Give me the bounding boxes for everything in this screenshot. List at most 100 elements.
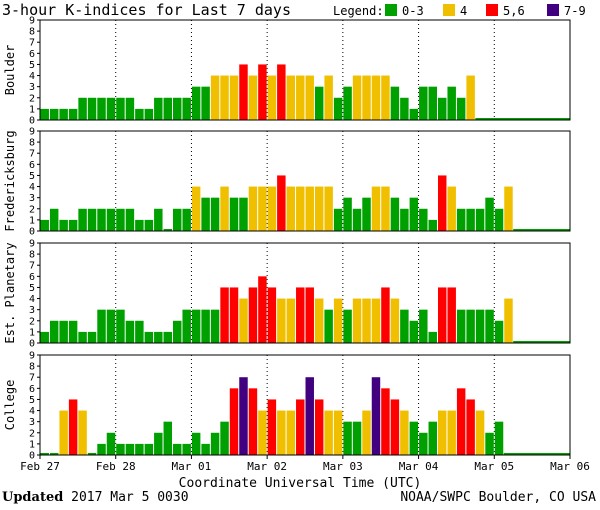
k-bar <box>68 399 78 455</box>
panel-frame <box>39 130 571 232</box>
k-bar <box>381 186 390 231</box>
k-bar <box>324 309 333 343</box>
station-label: Boulder <box>3 45 17 96</box>
k-bar <box>116 309 125 343</box>
k-bar <box>438 175 447 231</box>
k-bar <box>40 219 49 231</box>
k-bar <box>97 443 106 455</box>
k-bar <box>428 421 437 455</box>
k-bar <box>144 331 154 343</box>
k-bar <box>352 75 362 120</box>
k-bar <box>78 331 87 343</box>
k-bar <box>239 64 248 120</box>
k-bar <box>438 410 447 455</box>
k-bar <box>352 421 362 455</box>
legend-text-5-6: 5,6 <box>503 4 525 18</box>
y-tick-label: 1 <box>29 104 35 115</box>
k-bar <box>305 75 314 120</box>
k-bar <box>182 208 191 231</box>
updated-value: 2017 Mar 5 0030 <box>71 490 189 505</box>
y-tick-label: 7 <box>29 373 35 384</box>
k-bar <box>49 453 59 455</box>
y-tick-label: 0 <box>29 227 35 238</box>
k-bar <box>78 410 87 455</box>
k-bar <box>267 75 277 120</box>
k-bar <box>258 64 267 120</box>
k-bar <box>106 208 116 231</box>
y-tick-label: 9 <box>29 351 35 362</box>
legend-swatch-4 <box>443 4 455 16</box>
y-tick-label: 5 <box>29 60 35 71</box>
k-bar <box>409 320 419 343</box>
k-bar <box>220 186 229 231</box>
k-bar <box>381 75 390 120</box>
k-bar <box>135 219 144 231</box>
legend-text-4: 4 <box>460 4 467 18</box>
y-tick-label: 0 <box>29 451 35 462</box>
k-bar <box>447 186 456 231</box>
k-bar <box>163 331 172 343</box>
k-bar <box>239 298 248 343</box>
k-bar <box>68 219 78 231</box>
y-tick-label: 8 <box>29 138 35 149</box>
k-bar <box>419 208 428 231</box>
empty-baseline <box>513 341 570 343</box>
y-tick-label: 9 <box>29 239 35 250</box>
k-bar <box>324 75 333 120</box>
legend-swatch-5-6 <box>486 4 498 16</box>
station-label: Est. Planetary <box>3 242 17 343</box>
k-bar <box>182 443 191 455</box>
k-bar <box>390 86 400 120</box>
updated-line: Updated 2017 Mar 5 0030 <box>2 490 189 505</box>
k-bar <box>173 97 182 120</box>
k-bar <box>494 421 504 455</box>
k-bar <box>191 309 201 343</box>
y-tick-label: 0 <box>29 339 35 350</box>
k-bar <box>125 97 135 120</box>
empty-baseline <box>503 453 570 455</box>
k-bar <box>296 75 305 120</box>
k-bar <box>485 309 494 343</box>
k-bar <box>135 320 144 343</box>
k-bar <box>419 86 428 120</box>
k-bar <box>343 421 352 455</box>
y-tick-label: 3 <box>29 193 35 204</box>
k-bar <box>125 443 135 455</box>
k-bar <box>371 75 381 120</box>
x-tick-label: Mar 03 <box>323 460 363 473</box>
y-tick-label: 3 <box>29 82 35 93</box>
k-bar <box>116 443 125 455</box>
k-bar <box>229 287 239 343</box>
k-bar <box>447 410 456 455</box>
y-tick-label: 0 <box>29 116 35 127</box>
k-bar <box>154 331 163 343</box>
k-bar <box>362 298 371 343</box>
k-bar <box>428 219 437 231</box>
panel-frame <box>39 19 571 121</box>
k-bar <box>87 453 97 455</box>
k-bar <box>277 410 286 455</box>
k-bar <box>371 377 381 455</box>
k-bar <box>144 443 154 455</box>
k-bar <box>267 399 277 455</box>
k-bar <box>87 97 97 120</box>
k-bar <box>466 399 475 455</box>
k-bar <box>475 309 485 343</box>
y-tick-label: 1 <box>29 439 35 450</box>
k-bar <box>201 443 210 455</box>
k-bar <box>59 410 68 455</box>
k-bar <box>210 309 220 343</box>
k-bar <box>97 309 106 343</box>
k-bar <box>68 320 78 343</box>
legend-text-0-3: 0-3 <box>402 4 424 18</box>
k-bar <box>352 298 362 343</box>
x-tick-label: Mar 01 <box>172 460 212 473</box>
y-tick-label: 8 <box>29 362 35 373</box>
k-bar <box>333 298 343 343</box>
k-bar <box>305 287 314 343</box>
k-bar <box>239 197 248 231</box>
k-bar <box>286 75 296 120</box>
k-bar <box>97 208 106 231</box>
